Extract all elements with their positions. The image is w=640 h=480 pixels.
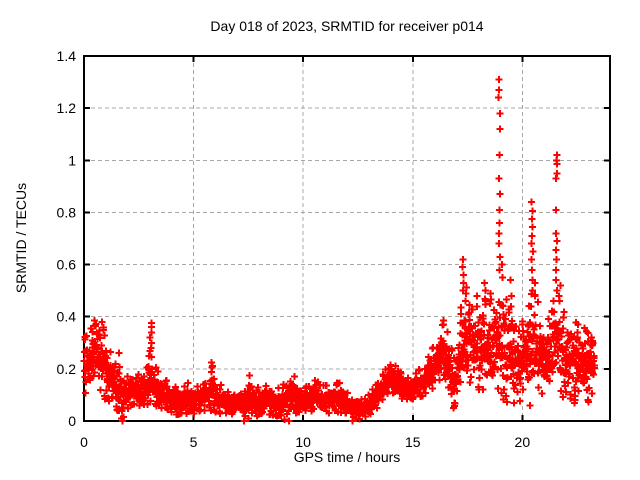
y-tick-label: 1.2 [57,100,77,116]
y-tick-label: 0.8 [57,204,77,220]
y-tick-label: 1 [68,152,76,168]
y-tick-label: 0.6 [57,257,77,273]
x-tick-label: 5 [190,434,198,450]
plot-border [83,55,611,422]
chart-title: Day 018 of 2023, SRMTID for receiver p01… [210,18,484,34]
y-tick-label: 0.2 [57,361,77,377]
x-tick-label: 20 [515,434,531,450]
y-tick-label: 1.4 [57,48,77,64]
x-tick-label: 10 [295,434,311,450]
x-tick-label: 0 [80,434,88,450]
y-tick-label: 0.4 [57,309,77,325]
x-axis-label: GPS time / hours [293,449,401,465]
y-tick-label: 0 [68,413,76,429]
x-tick-label: 15 [405,434,421,450]
scatter-points [80,76,599,425]
